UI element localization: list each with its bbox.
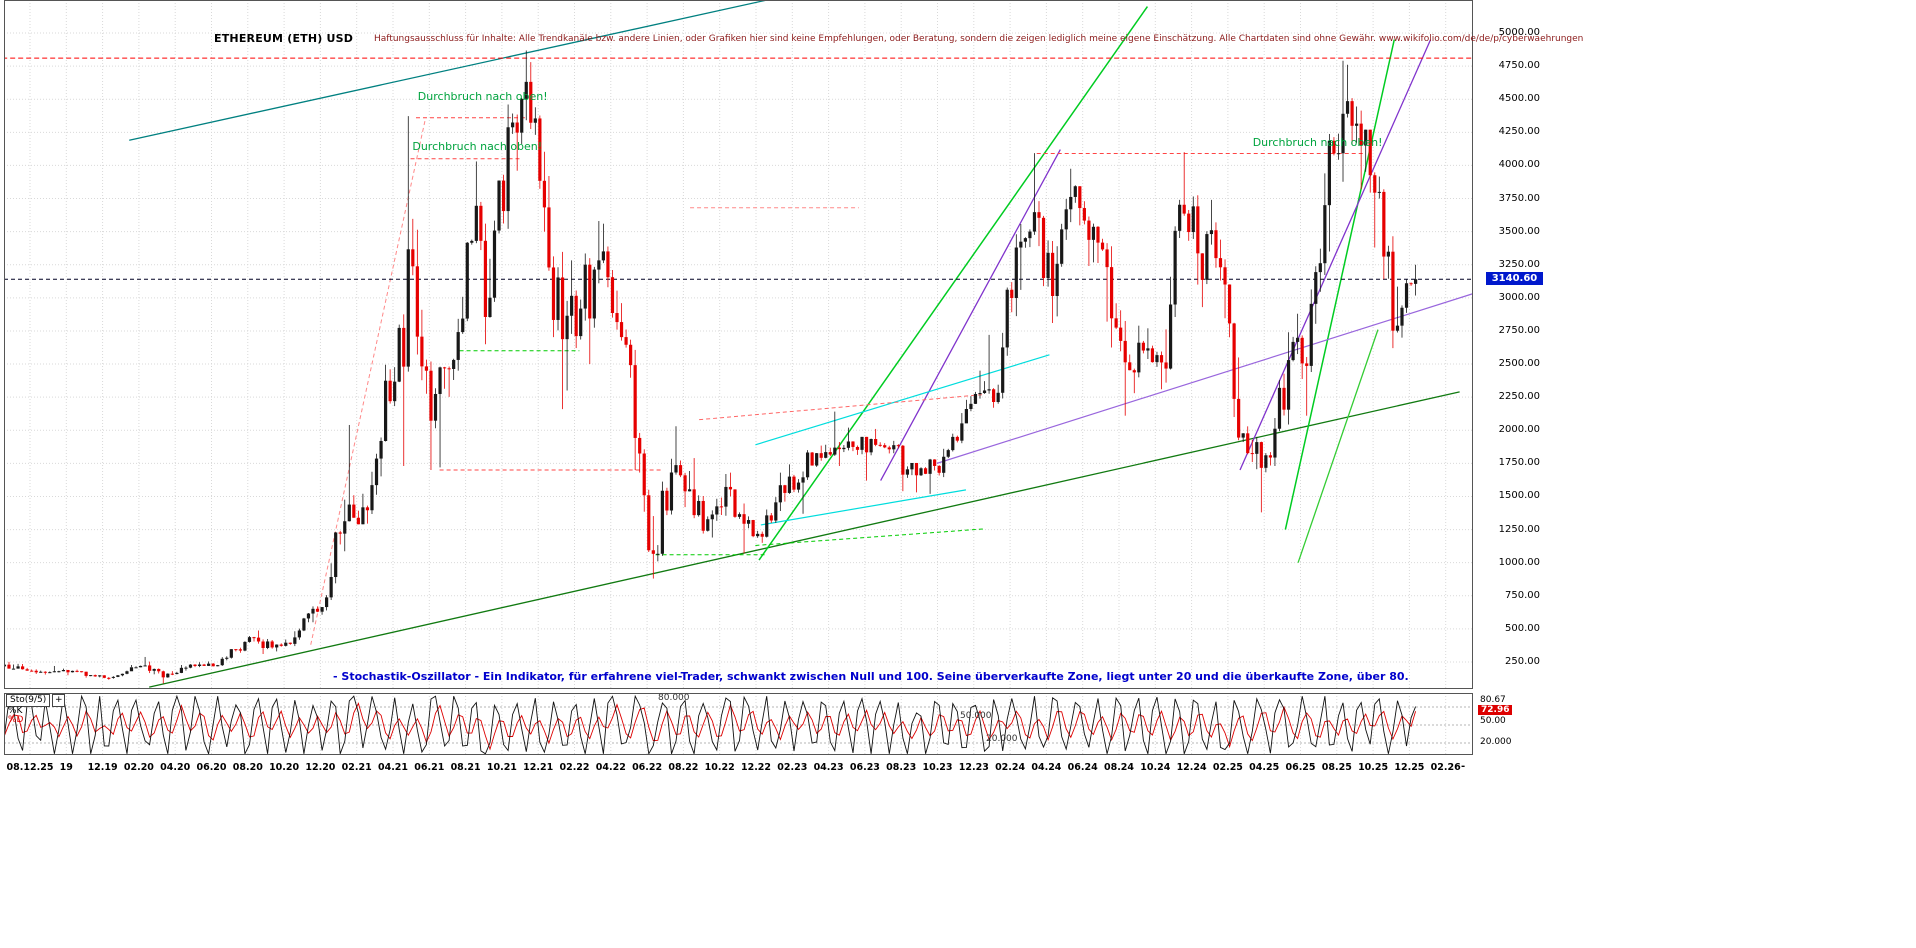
x-axis-label: 19 xyxy=(59,762,73,773)
x-axis-label: 08.22 xyxy=(668,762,699,773)
x-axis-label: 02.26 xyxy=(1430,762,1461,773)
x-axis-label: 10.24 xyxy=(1140,762,1171,773)
oscillator-d-value: 72.96 xyxy=(1478,705,1513,715)
price-axis-label: 2000.00 xyxy=(1498,424,1540,436)
indicator-header: Sto(9/5) + xyxy=(6,694,66,707)
price-axis-label: 3000.00 xyxy=(1498,291,1540,303)
x-axis-label: 10.25 xyxy=(1358,762,1389,773)
x-axis-label: 04.23 xyxy=(813,762,844,773)
x-axis-label: 10.22 xyxy=(704,762,735,773)
price-axis-label: 5000.00 xyxy=(1498,27,1540,38)
x-axis-label: 06.25 xyxy=(1285,762,1316,773)
percent-k-label: %K xyxy=(8,706,23,716)
x-axis-label: 02.23 xyxy=(777,762,808,773)
x-axis-label: 12.20 xyxy=(305,762,336,773)
x-axis-label: 12.25 xyxy=(1394,762,1425,773)
x-axis-label: 02.24 xyxy=(995,762,1026,773)
price-axis-label: 4500.00 xyxy=(1498,93,1540,105)
percent-d-label: %D xyxy=(8,715,24,725)
x-axis-label: 04.21 xyxy=(377,762,409,773)
x-axis-label: 08.20 xyxy=(232,762,263,773)
price-axis-label: 4250.00 xyxy=(1498,126,1540,138)
price-axis-label: 1750.00 xyxy=(1498,457,1540,469)
x-axis-label: 12.24 xyxy=(1176,762,1207,773)
indicator-label[interactable]: Sto(9/5) xyxy=(6,694,51,707)
x-axis-label: 04.24 xyxy=(1031,762,1062,773)
x-axis-label: 06.20 xyxy=(196,762,227,773)
oscillator-k-value: 80.67 xyxy=(1480,695,1506,705)
x-axis-label: 08.25 xyxy=(1321,762,1352,773)
x-axis-label: 12.21 xyxy=(523,762,554,773)
x-axis-label: 04.22 xyxy=(595,762,626,773)
x-axis-label: 02.22 xyxy=(559,762,590,773)
price-axis-label: 1500.00 xyxy=(1498,490,1540,502)
x-axis-label: 10.21 xyxy=(486,762,517,773)
x-axis-label: 06.24 xyxy=(1067,762,1098,773)
x-axis-label: 12.19 xyxy=(87,762,118,773)
breakout-annotation-1: Durchbruch nach oben! xyxy=(417,89,548,103)
oscillator-level-80-label: 80.000 xyxy=(658,693,690,703)
price-axis-label: 3250.00 xyxy=(1498,258,1540,270)
x-axis-label: 12.23 xyxy=(958,762,989,773)
x-axis-label: 06.21 xyxy=(414,762,445,773)
price-axis-label: 4000.00 xyxy=(1498,159,1540,171)
x-axis-label: 02.20 xyxy=(123,762,154,773)
price-axis-label: 750.00 xyxy=(1505,589,1540,601)
price-axis-label: 1250.00 xyxy=(1498,523,1540,535)
x-axis-label: 08.12.25 xyxy=(6,762,54,773)
price-axis-label: 3750.00 xyxy=(1498,192,1540,204)
price-axis-label: 1000.00 xyxy=(1498,556,1540,568)
oscillator-mid-value: 50.00 xyxy=(1480,716,1506,726)
price-axis-label: 2250.00 xyxy=(1498,391,1540,403)
current-price-badge: 3140.60 xyxy=(1486,272,1543,286)
oscillator-level-20-label: 20.000 xyxy=(986,734,1018,744)
x-axis-label: 08.21 xyxy=(450,762,481,773)
x-axis-label: 10.20 xyxy=(269,762,300,773)
x-axis-label: 06.23 xyxy=(849,762,880,773)
disclaimer-text: Haftungsausschluss für Inhalte: Alle Tre… xyxy=(374,34,1584,44)
breakout-annotation-2: Durchbruch nach oben! xyxy=(412,139,543,153)
x-axis-label: 12.22 xyxy=(740,762,772,773)
price-axis-label: 2500.00 xyxy=(1498,358,1540,370)
indicator-add-button[interactable]: + xyxy=(52,694,66,707)
stochastic-note: - Stochastik-Oszillator - Ein Indikator,… xyxy=(333,670,1409,683)
x-axis-label: 02.25 xyxy=(1212,762,1243,773)
price-axis-label: 3500.00 xyxy=(1498,225,1540,237)
price-axis-label: 4750.00 xyxy=(1498,60,1540,72)
x-axis-label: 04.20 xyxy=(160,762,191,773)
breakout-annotation-3: Durchbruch nach oben! xyxy=(1252,135,1383,149)
price-axis-label: 500.00 xyxy=(1505,622,1540,634)
x-axis-label: 06.22 xyxy=(632,762,663,773)
chart-title: ETHEREUM (ETH) USD xyxy=(214,32,354,45)
oscillator-bottom-value: 20.000 xyxy=(1480,737,1512,747)
price-axis-label: 2750.00 xyxy=(1498,324,1540,336)
x-axis-label: 02.21 xyxy=(341,762,372,773)
x-axis-label: 10.23 xyxy=(922,762,953,773)
price-axis-label: 250.00 xyxy=(1505,655,1540,667)
x-axis-label: 08.24 xyxy=(1103,762,1135,773)
oscillator-level-50-label: 50.000 xyxy=(960,711,992,721)
x-axis-end-marker[interactable]: - xyxy=(1461,761,1466,772)
x-axis-label: 04.25 xyxy=(1249,762,1280,773)
x-axis-label: 08.23 xyxy=(886,762,917,773)
